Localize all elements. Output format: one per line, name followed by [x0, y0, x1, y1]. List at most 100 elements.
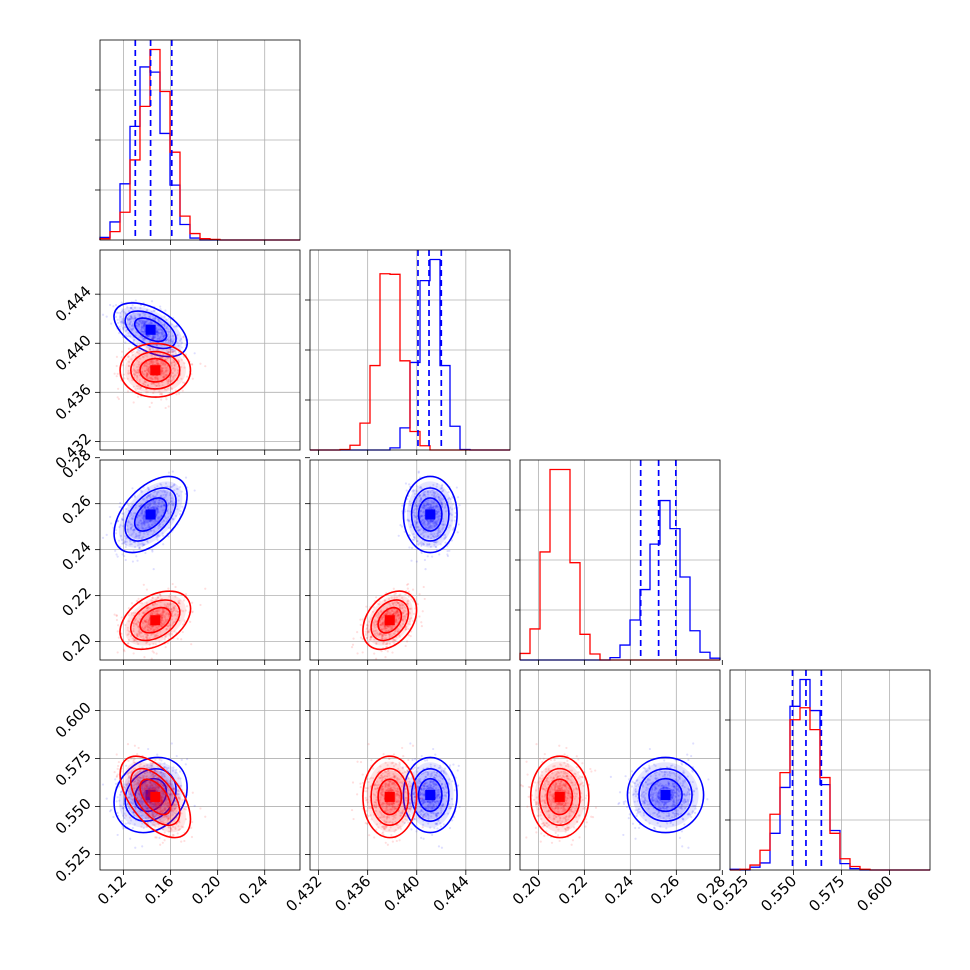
- sample-point: [144, 381, 147, 384]
- sample-point: [125, 540, 128, 543]
- sample-point: [146, 770, 149, 774]
- sample-point: [422, 505, 425, 509]
- sample-point: [145, 794, 148, 797]
- sample-point: [105, 797, 108, 800]
- sample-point: [128, 326, 131, 329]
- sample-point: [428, 806, 431, 809]
- sample-point: [143, 656, 146, 659]
- sample-point: [143, 543, 146, 546]
- sample-point: [151, 787, 154, 790]
- sample-point: [151, 803, 154, 806]
- sample-point: [432, 780, 435, 783]
- sample-point: [384, 656, 387, 659]
- sample-point: [430, 507, 433, 510]
- sample-point: [387, 612, 390, 616]
- sample-point: [396, 610, 399, 613]
- sample-point: [143, 325, 146, 328]
- sample-point: [121, 321, 125, 324]
- sample-point: [376, 616, 380, 619]
- sample-point: [134, 807, 137, 810]
- sample-point: [392, 613, 395, 616]
- sample-point: [151, 596, 154, 599]
- sample-point: [162, 543, 165, 546]
- sample-point: [433, 525, 436, 528]
- sample-point: [161, 619, 164, 622]
- sample-point: [134, 623, 137, 626]
- sample-point: [140, 803, 143, 806]
- sample-point: [137, 780, 140, 783]
- sample-point: [423, 493, 427, 497]
- x-tick-label: 0.550: [757, 872, 800, 915]
- sample-point: [150, 611, 153, 615]
- sample-point: [132, 611, 135, 615]
- sample-point: [383, 599, 386, 602]
- sample-point: [397, 594, 401, 597]
- sample-point: [126, 743, 130, 746]
- sample-point: [420, 514, 423, 517]
- sample-point: [434, 525, 437, 528]
- sample-point: [153, 382, 156, 385]
- sample-point: [406, 600, 409, 603]
- sample-point: [167, 340, 171, 343]
- sample-point: [144, 792, 147, 795]
- sample-point: [432, 776, 435, 779]
- sample-point: [166, 819, 169, 822]
- sample-point: [154, 814, 157, 817]
- sample-point: [124, 333, 127, 337]
- sample-point: [138, 776, 141, 779]
- sample-point: [170, 485, 173, 488]
- sample-point: [431, 524, 434, 528]
- sample-point: [168, 826, 171, 829]
- sample-point: [127, 310, 131, 313]
- sample-point: [442, 520, 445, 523]
- sample-point: [150, 401, 153, 404]
- sample-point: [145, 374, 148, 378]
- sample-point: [143, 789, 146, 792]
- sample-point: [427, 503, 430, 506]
- sample-point: [177, 601, 180, 605]
- sample-point: [156, 377, 159, 380]
- sample-point: [190, 643, 193, 646]
- sample-point: [172, 787, 175, 790]
- sample-point: [142, 635, 145, 638]
- sample-point: [361, 618, 364, 621]
- sample-point: [436, 512, 439, 515]
- sample-point: [153, 530, 156, 534]
- sample-point: [437, 514, 440, 517]
- sample-point: [133, 757, 136, 760]
- sample-point: [133, 512, 136, 515]
- sample-point: [146, 355, 149, 358]
- sample-point: [148, 493, 151, 497]
- sample-point: [434, 509, 438, 513]
- sample-point: [168, 595, 171, 598]
- sample-point: [381, 621, 384, 625]
- sample-point: [172, 367, 175, 370]
- sample-point: [168, 376, 172, 379]
- sample-point: [160, 799, 163, 803]
- sample-point: [170, 500, 173, 503]
- sample-point: [150, 524, 154, 527]
- sample-point: [117, 760, 120, 764]
- sample-point: [159, 771, 162, 774]
- contour: [124, 487, 177, 542]
- sample-point: [148, 810, 152, 813]
- sample-point: [143, 321, 146, 324]
- sample-point: [141, 355, 144, 358]
- sample-point: [416, 508, 419, 511]
- sample-point: [145, 775, 148, 778]
- sample-point: [125, 784, 128, 787]
- sample-point: [415, 504, 418, 508]
- sample-point: [163, 807, 166, 810]
- sample-point: [418, 494, 421, 497]
- sample-point: [145, 334, 149, 337]
- sample-point: [124, 539, 127, 543]
- sample-point: [163, 388, 166, 391]
- sample-point: [132, 652, 135, 655]
- sample-point: [122, 814, 125, 817]
- y-tick-label: 0.525: [52, 843, 95, 886]
- sample-point: [159, 807, 162, 810]
- sample-point: [163, 503, 166, 507]
- sample-point: [422, 521, 425, 524]
- sample-point: [156, 803, 159, 806]
- sample-point: [427, 524, 430, 527]
